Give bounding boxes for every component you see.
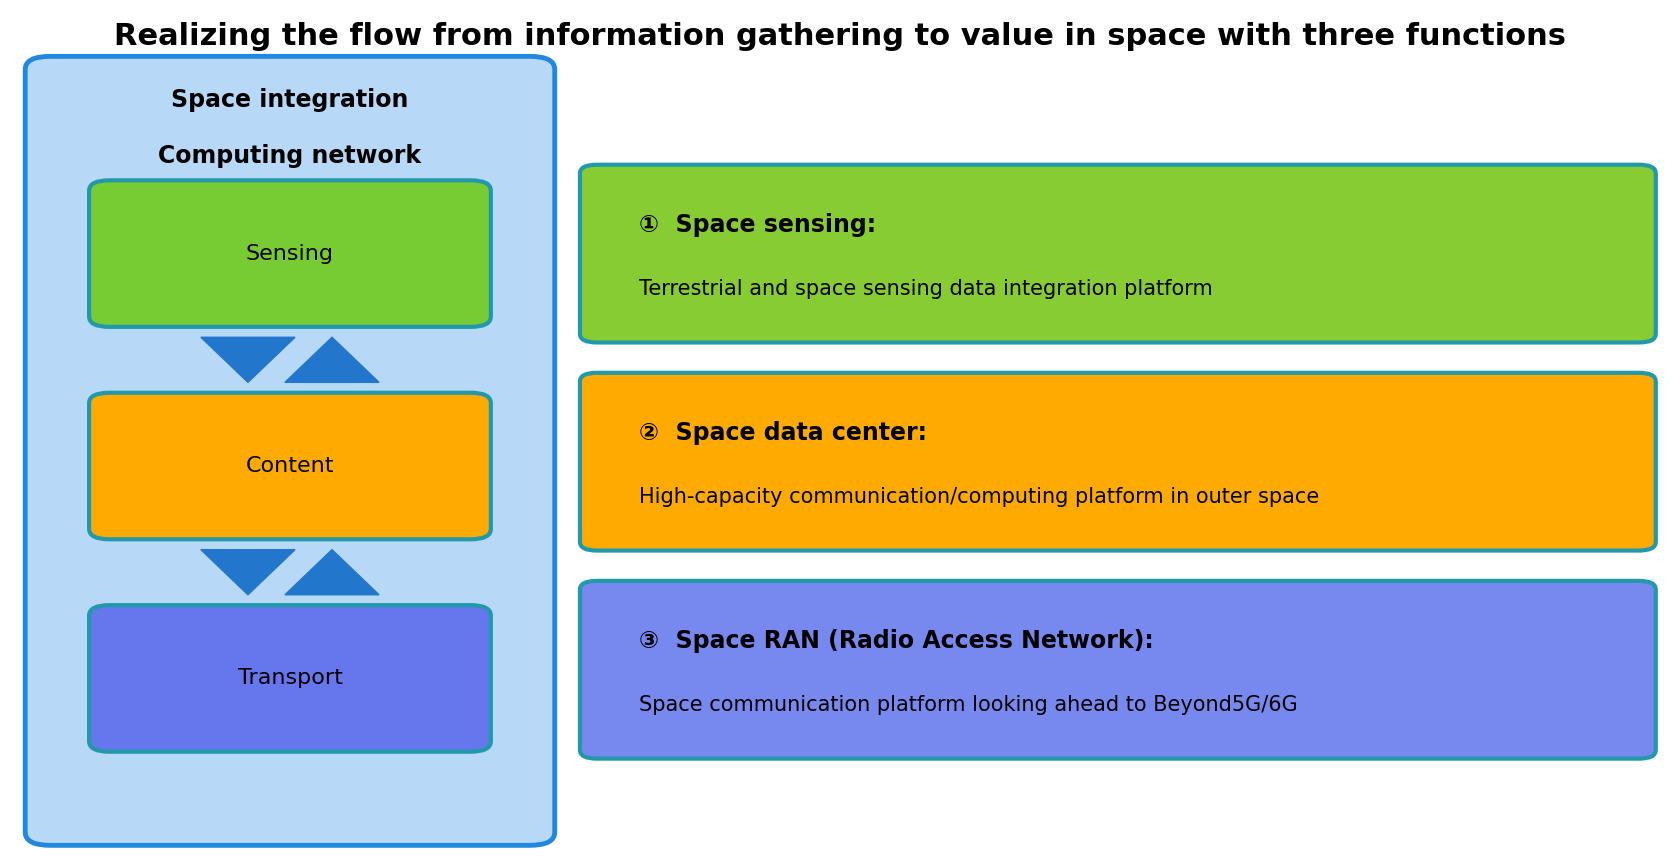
- Text: Transport: Transport: [237, 668, 343, 688]
- Polygon shape: [200, 337, 294, 382]
- Polygon shape: [284, 337, 378, 382]
- Text: Space communication platform looking ahead to Beyond5G/6G: Space communication platform looking ahe…: [638, 695, 1297, 715]
- Text: Space integration: Space integration: [171, 88, 408, 112]
- FancyBboxPatch shape: [25, 56, 554, 845]
- Polygon shape: [200, 550, 294, 595]
- FancyBboxPatch shape: [89, 605, 491, 752]
- Text: Sensing: Sensing: [245, 244, 334, 264]
- FancyBboxPatch shape: [580, 581, 1655, 759]
- FancyBboxPatch shape: [580, 165, 1655, 342]
- Text: ②  Space data center:: ② Space data center:: [638, 420, 926, 445]
- Polygon shape: [284, 550, 378, 595]
- Text: ①  Space sensing:: ① Space sensing:: [638, 212, 875, 237]
- Text: Realizing the flow from information gathering to value in space with three funct: Realizing the flow from information gath…: [114, 22, 1566, 50]
- FancyBboxPatch shape: [89, 393, 491, 539]
- Text: Content: Content: [245, 456, 334, 476]
- Text: Computing network: Computing network: [158, 144, 422, 168]
- FancyBboxPatch shape: [89, 180, 491, 327]
- FancyBboxPatch shape: [580, 373, 1655, 551]
- Text: High-capacity communication/computing platform in outer space: High-capacity communication/computing pl…: [638, 487, 1319, 507]
- Text: Terrestrial and space sensing data integration platform: Terrestrial and space sensing data integ…: [638, 279, 1211, 299]
- Text: ③  Space RAN (Radio Access Network):: ③ Space RAN (Radio Access Network):: [638, 629, 1152, 653]
